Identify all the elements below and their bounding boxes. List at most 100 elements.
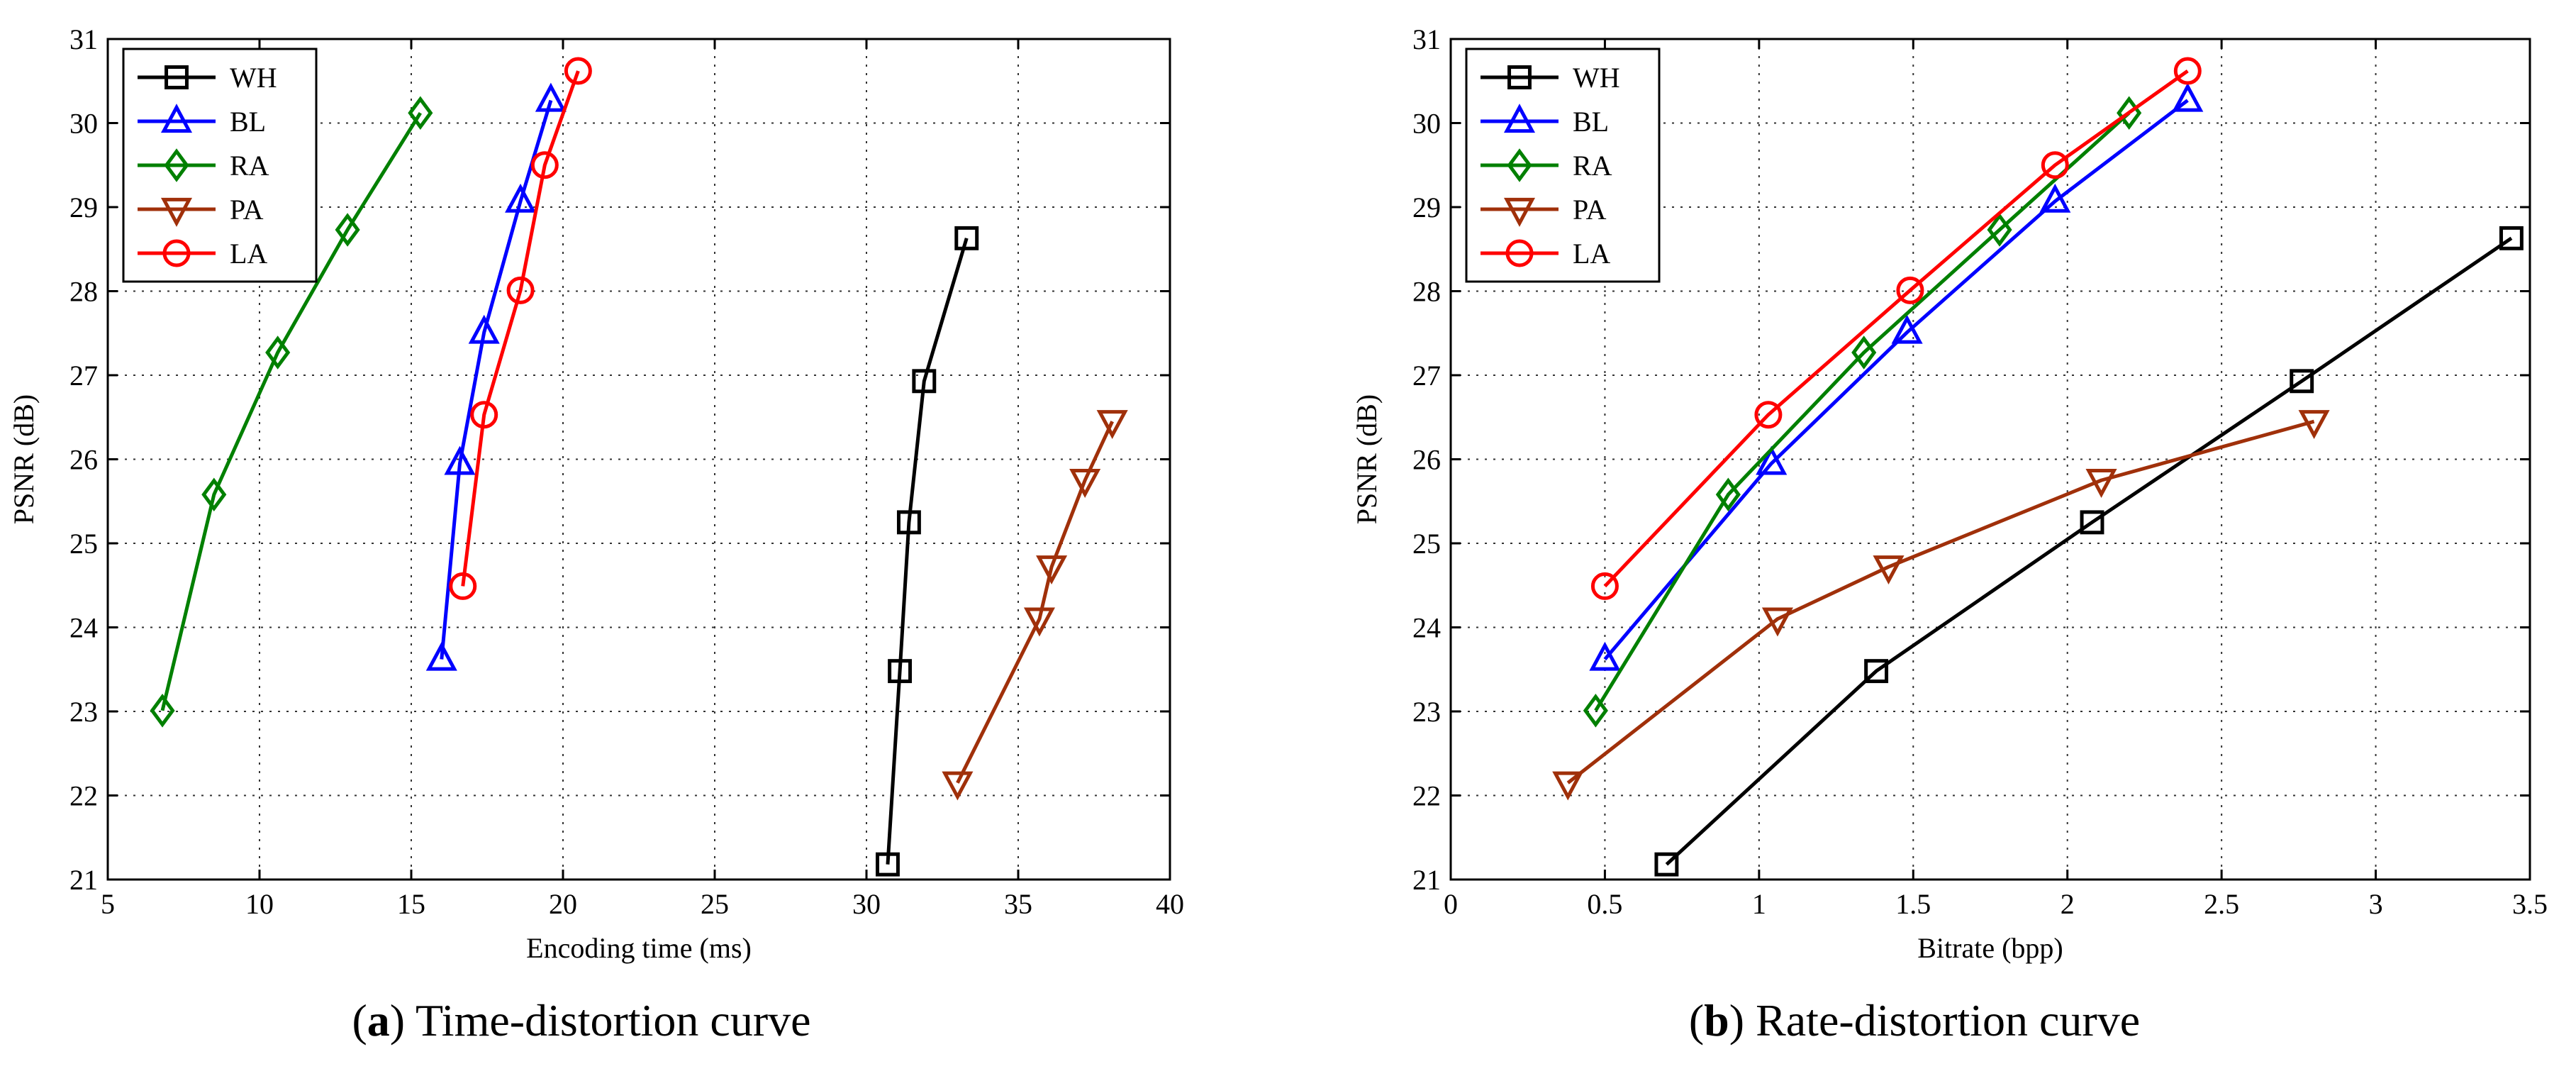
x-tick-label: 2.5 xyxy=(2204,888,2239,920)
legend-label: RA xyxy=(230,150,269,182)
y-tick-label: 24 xyxy=(1412,612,1441,644)
data-point-ra xyxy=(150,694,175,728)
y-tick-label: 26 xyxy=(69,444,98,476)
legend-marker-ra xyxy=(164,148,189,182)
x-tick-label: 3.5 xyxy=(2512,888,2548,920)
data-point-bl xyxy=(425,641,457,671)
data-point-la xyxy=(530,151,559,179)
legend: WH BL RA PA LA xyxy=(122,48,318,283)
series-line-la xyxy=(1603,69,2189,588)
legend-item-bl: BL xyxy=(138,104,266,138)
legend-marker-la xyxy=(162,239,191,267)
data-point-pa xyxy=(1023,607,1055,637)
x-tick-label: 30 xyxy=(852,888,881,920)
x-tick-label: 15 xyxy=(397,888,425,920)
caption-b: (b) Rate-distortion curve xyxy=(1689,995,2140,1046)
series-line-pa xyxy=(1566,419,2315,784)
data-point-wh xyxy=(888,659,913,684)
data-point-ra xyxy=(201,477,227,512)
legend-label: LA xyxy=(1573,238,1610,270)
series-ra xyxy=(150,96,433,728)
y-tick-label: 26 xyxy=(1412,444,1441,476)
series-la xyxy=(449,57,592,600)
series-wh xyxy=(876,226,979,877)
y-tick-label: 27 xyxy=(1412,360,1441,392)
data-point-ra xyxy=(265,335,291,370)
x-tick-label: 35 xyxy=(1004,888,1032,920)
data-point-wh xyxy=(876,852,900,877)
y-axis-label: PSNR (dB) xyxy=(1351,394,1383,524)
caption-a: (a) Time-distortion curve xyxy=(352,995,810,1046)
legend-label: WH xyxy=(230,62,277,94)
legend-label: PA xyxy=(230,194,264,226)
x-tick-label: 5 xyxy=(101,888,115,920)
series-pa xyxy=(942,410,1128,801)
y-tick-label: 29 xyxy=(1412,192,1441,223)
legend-marker-la xyxy=(1505,239,1534,267)
y-tick-label: 31 xyxy=(69,23,98,55)
data-point-pa xyxy=(1096,410,1128,439)
legend-marker-bl xyxy=(160,104,193,133)
data-point-bl xyxy=(2039,183,2071,213)
x-tick-label: 0.5 xyxy=(1587,888,1622,920)
y-tick-label: 29 xyxy=(69,192,98,223)
data-point-pa xyxy=(1761,607,1793,637)
y-tick-label: 23 xyxy=(69,696,98,728)
data-point-pa xyxy=(942,771,974,801)
data-point-la xyxy=(2173,57,2202,85)
legend: WH BL RA PA LA xyxy=(1465,48,1661,283)
data-point-wh xyxy=(1654,852,1679,877)
legend-marker-wh xyxy=(1507,65,1532,89)
legend-item-pa: PA xyxy=(138,194,264,227)
y-tick-label: 31 xyxy=(1412,23,1441,55)
data-point-la xyxy=(470,401,498,429)
legend-label: LA xyxy=(230,238,267,270)
x-tick-label: 20 xyxy=(549,888,577,920)
y-tick-label: 30 xyxy=(1412,108,1441,140)
x-tick-label: 1 xyxy=(1752,888,1766,920)
data-point-pa xyxy=(1552,771,1584,801)
series-line-ra xyxy=(160,111,422,711)
y-tick-label: 28 xyxy=(69,276,98,308)
y-axis-label: PSNR (dB) xyxy=(8,394,40,524)
data-point-ra xyxy=(1583,694,1608,728)
data-point-bl xyxy=(444,445,476,475)
legend-item-wh: WH xyxy=(1481,62,1620,94)
panel-b-rate-distortion-chart: 0 0.5 1 1.5 2 2.5 3 3.5 21 22 23 24 25 26 27 28 29 30 31 Bi… xyxy=(1351,23,2548,964)
data-point-ra xyxy=(1987,213,2012,247)
legend-item-ra: RA xyxy=(1481,148,1612,182)
series-line-ra xyxy=(1594,111,2131,712)
legend-item-pa: PA xyxy=(1481,194,1607,227)
series-line-wh xyxy=(1665,236,2513,866)
data-point-wh xyxy=(2080,510,2104,535)
data-point-la xyxy=(564,57,592,85)
data-point-la xyxy=(1896,276,1924,304)
y-tick-label: 22 xyxy=(1412,780,1441,812)
x-tick-label: 10 xyxy=(245,888,274,920)
x-tick-label: 25 xyxy=(701,888,729,920)
legend-marker-bl xyxy=(1503,104,1536,133)
data-point-bl xyxy=(1589,641,1621,671)
data-point-bl xyxy=(468,314,500,344)
x-tick-label: 3 xyxy=(2369,888,2383,920)
data-point-wh xyxy=(912,369,937,394)
data-point-bl xyxy=(1891,314,1923,344)
data-point-la xyxy=(506,276,535,304)
y-tick-label: 22 xyxy=(69,780,98,812)
y-tick-label: 21 xyxy=(69,864,98,896)
series-wh xyxy=(1654,226,2524,877)
data-point-ra xyxy=(1851,335,1877,370)
legend-label: WH xyxy=(1573,62,1620,94)
data-point-bl xyxy=(535,82,567,112)
series-line-wh xyxy=(886,238,969,865)
data-point-ra xyxy=(1715,477,1741,512)
legend-label: RA xyxy=(1573,150,1612,182)
data-point-la xyxy=(1590,572,1619,600)
y-tick-label: 24 xyxy=(69,612,98,644)
x-tick-label: 0 xyxy=(1444,888,1458,920)
series-bl xyxy=(1589,82,2204,671)
y-tick-label: 25 xyxy=(69,528,98,560)
data-point-ra xyxy=(408,96,433,131)
series-line-bl xyxy=(1603,99,2189,661)
